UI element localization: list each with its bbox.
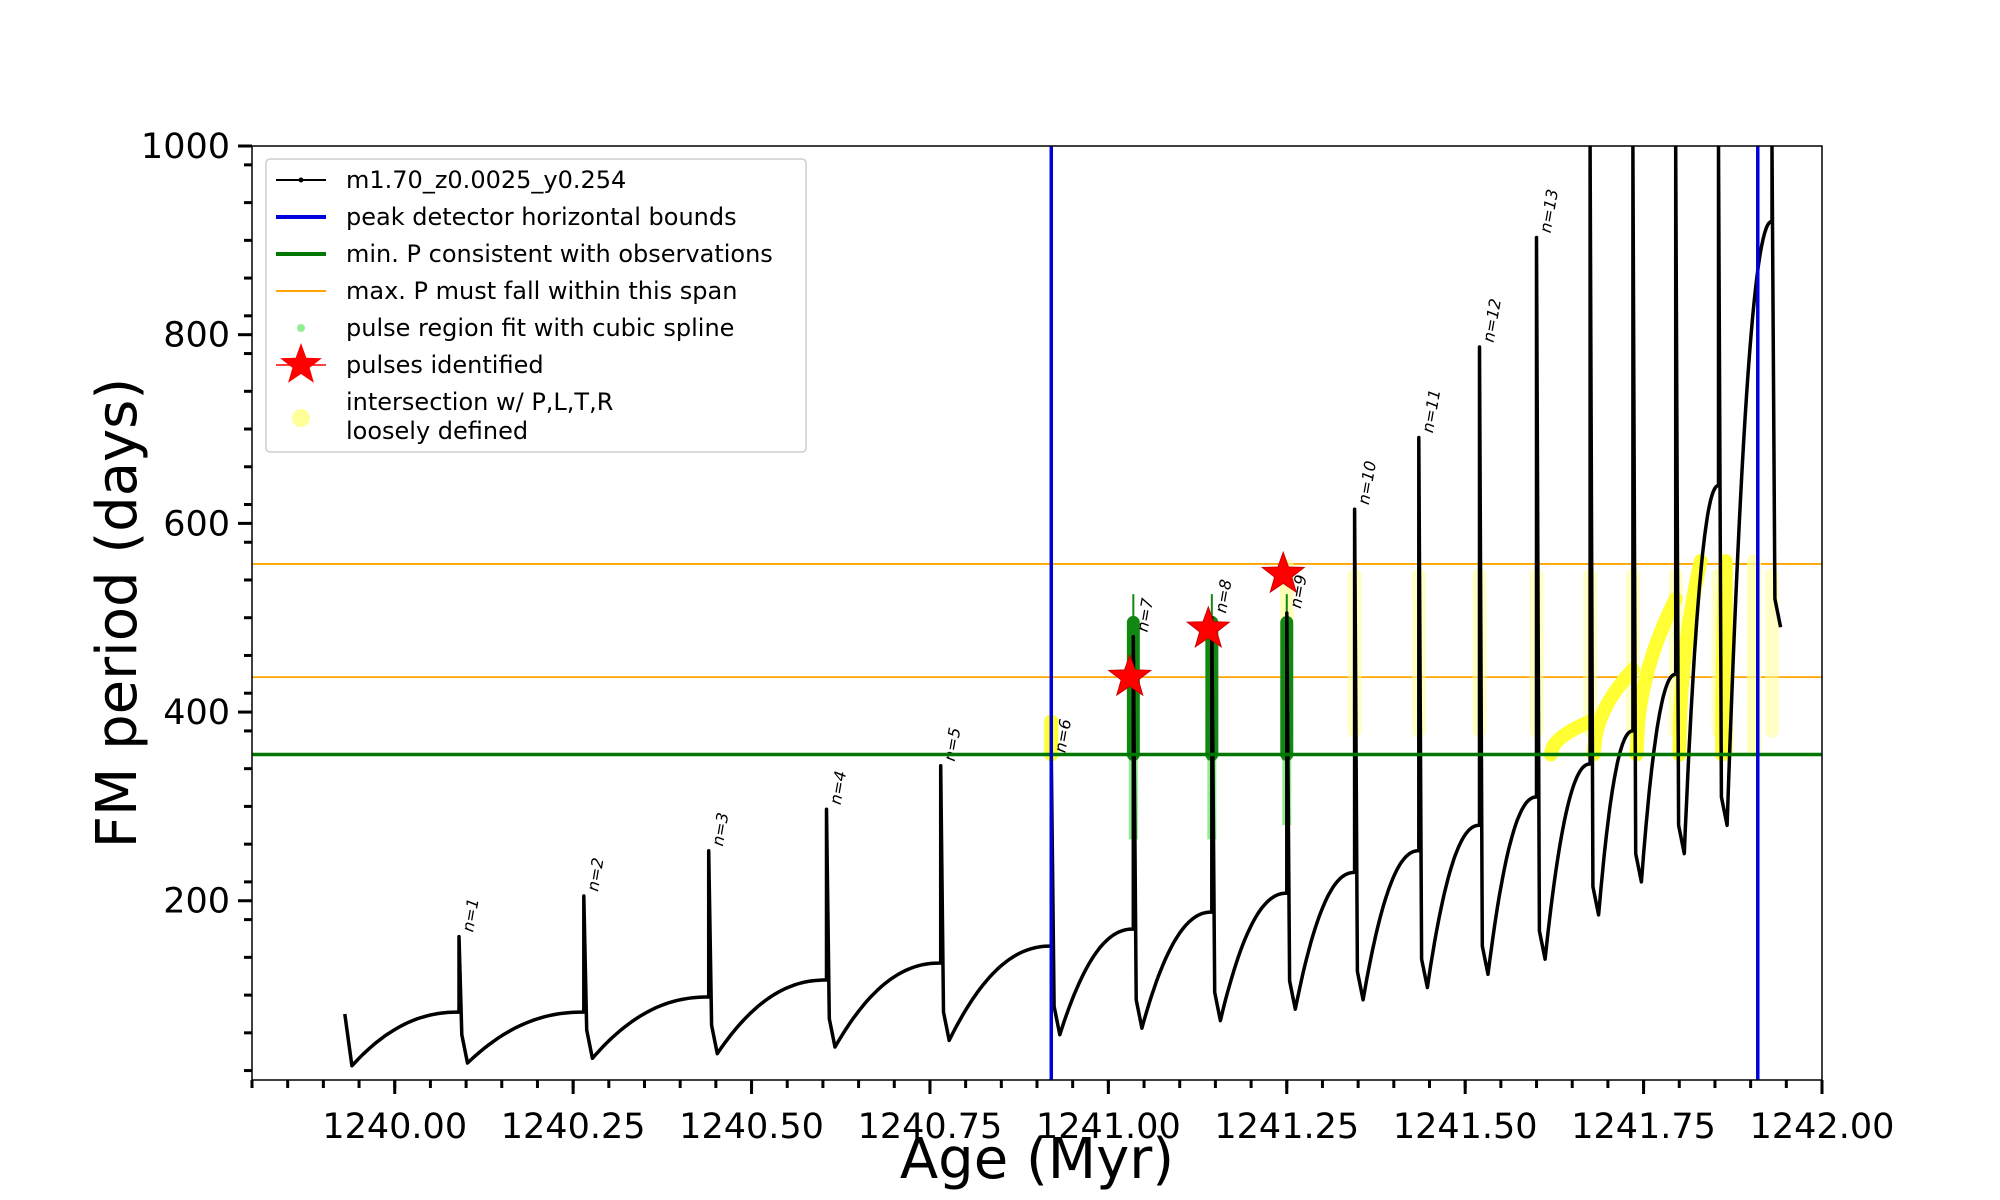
loose-lobe-4 <box>1672 554 1708 762</box>
legend-item-pulses: pulses identified <box>276 343 544 383</box>
x-tick-label-6: 1241.25 <box>1214 1107 1359 1147</box>
x-tick-label-3: 1240.50 <box>679 1107 824 1147</box>
x-tick-label-9: 1242.00 <box>1750 1107 1895 1147</box>
y-tick-label-5: 1000 <box>141 127 230 167</box>
legend-swatch-loose <box>292 409 310 427</box>
y-tick-label-3: 600 <box>163 504 230 544</box>
y-tick-label-1: 200 <box>163 882 230 922</box>
pulse-label-2: n=2 <box>583 856 608 893</box>
pulse-label-12: n=12 <box>1479 297 1505 344</box>
pulse-star-1 <box>1107 653 1153 697</box>
legend-marker-track <box>298 177 304 183</box>
x-axis-label: Age (Myr) <box>900 1127 1174 1192</box>
pulse-label-3: n=3 <box>708 811 733 848</box>
legend-label-loose: intersection w/ P,L,T,R <box>346 388 613 416</box>
legend-label-pulses: pulses identified <box>346 351 544 379</box>
loose-lobe-2 <box>1586 662 1640 762</box>
legend-item-spline: pulse region fit with cubic spline <box>297 314 734 342</box>
pulse-label-5: n=5 <box>940 726 965 763</box>
loose-lobe-3 <box>1629 591 1683 762</box>
legend-swatch-spline <box>297 324 305 332</box>
x-tick-label-7: 1241.50 <box>1393 1107 1538 1147</box>
x-tick-label-4: 1240.75 <box>858 1107 1003 1147</box>
pulse-label-1: n=1 <box>458 897 483 934</box>
legend-item-track: m1.70_z0.0025_y0.254 <box>276 166 626 194</box>
x-tick-label-5: 1241.00 <box>1036 1107 1181 1147</box>
x-tick-label-1: 1240.00 <box>322 1107 467 1147</box>
pulse-label-7: n=7 <box>1133 596 1158 633</box>
x-tick-label-8: 1241.75 <box>1571 1107 1716 1147</box>
legend-label-peak_bounds: peak detector horizontal bounds <box>346 203 737 231</box>
legend-label2-loose: loosely defined <box>346 417 528 445</box>
pulse-label-8: n=8 <box>1211 578 1236 615</box>
legend-box <box>265 158 807 453</box>
y-axis-label: FM period (days) <box>85 378 150 848</box>
legend-item-max_span: max. P must fall within this span <box>276 277 737 305</box>
x-tick-label-2: 1240.25 <box>501 1107 646 1147</box>
y-tick-label-2: 400 <box>163 693 230 733</box>
legend-item-peak_bounds: peak detector horizontal bounds <box>276 203 737 231</box>
legend-item-min_p: min. P consistent with observations <box>276 240 773 268</box>
pulse-label-4: n=4 <box>826 769 851 806</box>
pulse-label-13: n=13 <box>1536 188 1562 235</box>
fm-period-track <box>343 146 1783 1068</box>
legend-label-track: m1.70_z0.0025_y0.254 <box>346 166 626 194</box>
legend-label-spline: pulse region fit with cubic spline <box>346 314 734 342</box>
legend-swatch-pulses <box>280 343 322 383</box>
pulse-star-3 <box>1260 550 1306 594</box>
y-tick-label-4: 800 <box>163 316 230 356</box>
pulse-star-2 <box>1185 605 1231 649</box>
loose-lobe-1 <box>1543 714 1598 762</box>
legend-label-max_span: max. P must fall within this span <box>346 277 737 305</box>
legend-label-min_p: min. P consistent with observations <box>346 240 773 268</box>
pulse-label-10: n=10 <box>1354 459 1380 506</box>
pulse-label-11: n=11 <box>1418 388 1444 435</box>
